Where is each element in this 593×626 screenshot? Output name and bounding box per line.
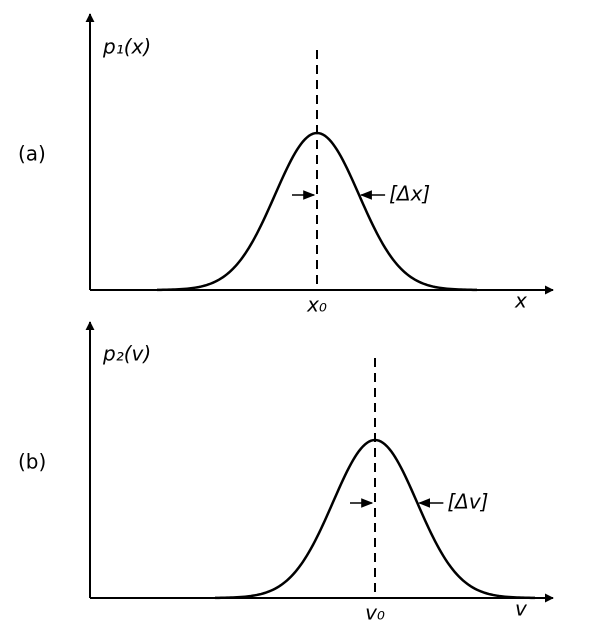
width-label: [Δv]	[447, 490, 488, 514]
center-label: x₀	[306, 293, 327, 317]
y-axis-label: p₂(v)	[102, 342, 151, 366]
x-axis-label: x	[514, 289, 527, 313]
x-axis-label: v	[515, 597, 528, 621]
center-label: v₀	[365, 601, 385, 625]
panel-label: (a)	[18, 142, 46, 166]
y-axis-label: p₁(x)	[102, 35, 151, 59]
width-label: [Δx]	[389, 182, 430, 206]
panel-label: (b)	[18, 450, 46, 474]
